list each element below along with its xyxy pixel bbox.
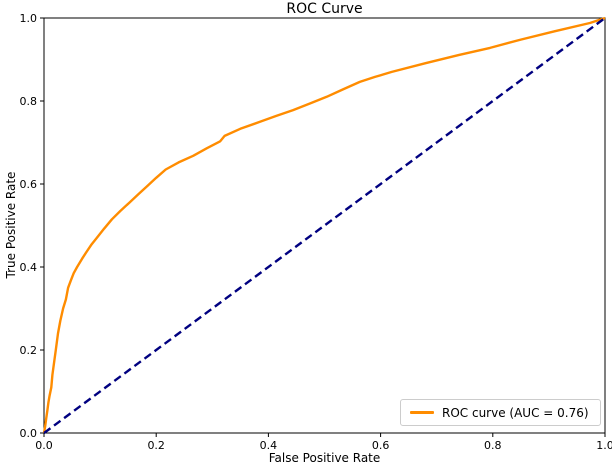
x-tick-label: 1.0 [596,439,612,452]
x-tick-label: 0.6 [372,439,390,452]
legend: ROC curve (AUC = 0.76) [400,399,601,426]
y-tick-label: 0.0 [20,427,38,440]
y-tick-label: 0.6 [20,178,38,191]
y-tick-label: 0.2 [20,344,38,357]
y-tick-label: 0.8 [20,95,38,108]
roc-curve-line [42,16,606,434]
x-axis-label: False Positive Rate [268,451,381,465]
roc-curve-legend-label: ROC curve (AUC = 0.76) [442,405,589,420]
y-axis-label: True Positive Rate [4,171,18,279]
axes-spines [43,17,606,434]
roc-curve-legend-swatch [410,411,434,414]
x-tick-label: 0.2 [147,439,165,452]
y-tick-label: 1.0 [20,12,38,25]
y-tick-label: 0.4 [20,261,38,274]
chart-title: ROC Curve [286,1,363,17]
x-tick-label: 0.4 [260,439,278,452]
chance-diagonal-line [43,17,606,434]
x-tick-label: 0.8 [484,439,502,452]
x-tick-label: 0.0 [35,439,53,452]
